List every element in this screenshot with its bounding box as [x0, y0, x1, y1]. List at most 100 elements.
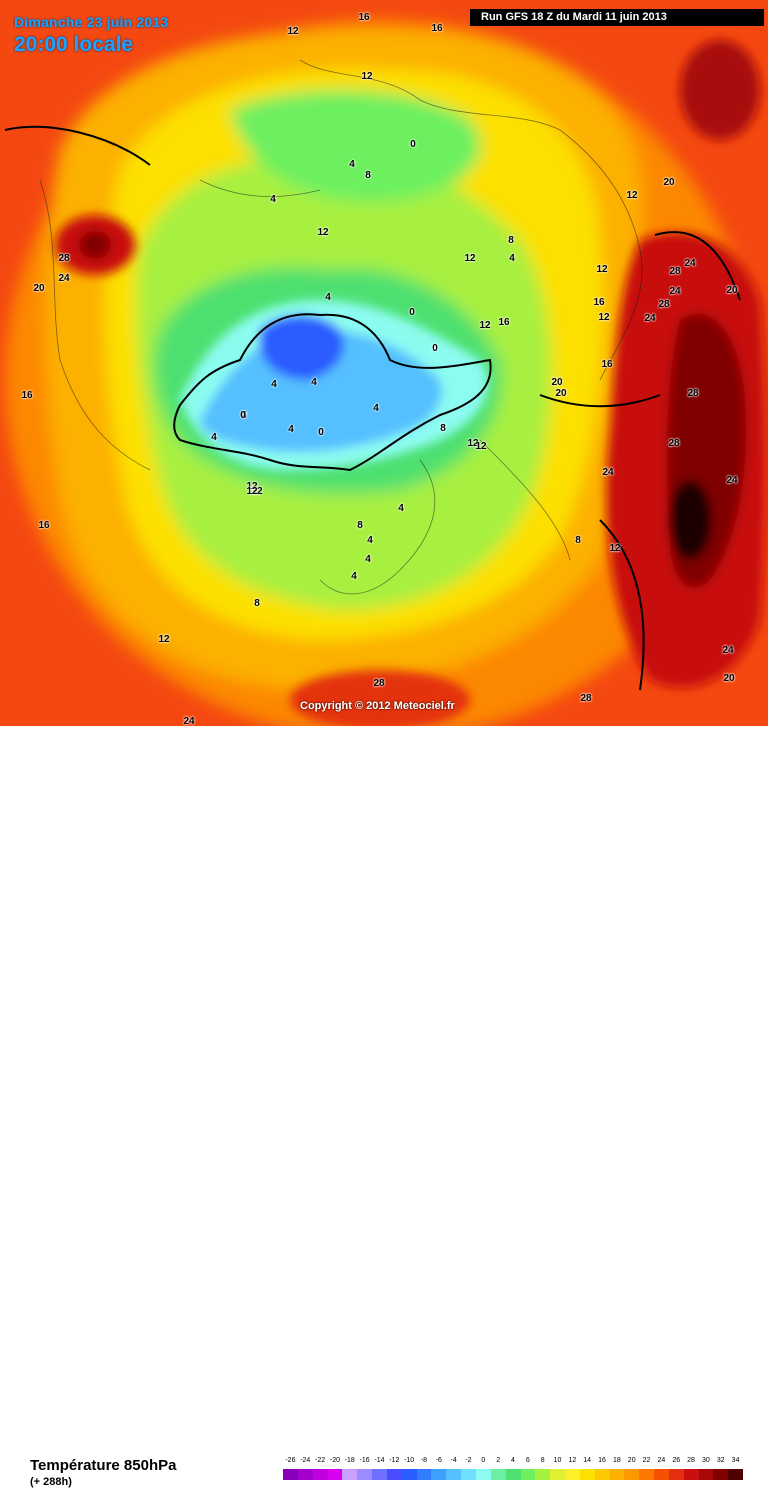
contour-label: 20: [726, 285, 738, 296]
contour-label: 20: [663, 177, 675, 188]
scale-swatch: [609, 1469, 625, 1480]
scale-tick-label: 22: [642, 1457, 651, 1464]
zero-isotherm: [173, 313, 492, 472]
scale-tick-label: 10: [553, 1457, 562, 1464]
contour-label: 8: [575, 535, 581, 546]
contour-label: 16: [498, 317, 510, 328]
scale-swatch: [535, 1469, 551, 1480]
contour-label: 4: [271, 379, 277, 390]
scale-tick-label: -2: [465, 1457, 472, 1464]
contour-label: 8: [508, 235, 514, 246]
contour-label: 8: [440, 423, 446, 434]
contour-label: 8: [254, 598, 260, 609]
scale-tick-label: -10: [404, 1457, 415, 1464]
contour-label: 28: [658, 299, 670, 310]
scale-tick-label: -4: [450, 1457, 457, 1464]
contour-label: 4: [509, 253, 515, 264]
scale-swatch: [713, 1469, 729, 1480]
scale-ticks: -26 -24 -22 -20 -18 -16 -14 -12 -10 -8 -6 -4 -2 0 2 4 6 8…: [283, 1457, 743, 1469]
contour-label: 4: [365, 554, 371, 565]
contour-label: 24: [726, 475, 738, 486]
contour-label: 0: [318, 427, 324, 438]
scale-tick-label: 6: [525, 1457, 530, 1464]
contour-label: 28: [580, 693, 592, 704]
green-north-blob: [230, 90, 481, 202]
contour-label: 28: [669, 266, 681, 277]
scale-swatch: [297, 1469, 313, 1480]
scale-swatch: [327, 1469, 343, 1480]
contour-label: 12: [464, 253, 476, 264]
scale-swatch: [565, 1469, 580, 1480]
temperature-map: Dimanche 23 juin 2013 20:00 locale Run G…: [0, 0, 768, 726]
contour-label: 20: [555, 388, 567, 399]
scale-swatch: [431, 1469, 447, 1480]
scale-tick-label: -12: [389, 1457, 400, 1464]
contour-label: 0: [410, 139, 416, 150]
scale-swatch: [550, 1469, 566, 1480]
scale-swatch: [386, 1469, 402, 1480]
map-canvas: [0, 0, 768, 726]
scale-tick-label: 32: [716, 1457, 725, 1464]
contour-label: 20: [551, 377, 563, 388]
scale-tick-label: -24: [300, 1457, 311, 1464]
contour-label: 24: [58, 273, 70, 284]
scale-tick-label: 12: [568, 1457, 577, 1464]
scale-tick-label: -6: [435, 1457, 442, 1464]
contour-label: 12: [479, 320, 491, 331]
scale-swatch: [401, 1469, 417, 1480]
scale-swatch: [683, 1469, 699, 1480]
contour-label: 12: [609, 543, 621, 554]
contour-label: 4: [211, 432, 217, 443]
scale-swatch: [312, 1469, 328, 1480]
south-hot: [290, 670, 470, 726]
contour-label: 8: [357, 520, 363, 531]
scale-tick-label: 14: [583, 1457, 592, 1464]
contour-label: 12: [626, 190, 638, 201]
scale-swatch: [728, 1469, 744, 1480]
contour-label: 4: [373, 403, 379, 414]
coastlines: [39, 59, 643, 595]
scale-tick-label: 26: [672, 1457, 681, 1464]
contour-label: 4: [398, 503, 404, 514]
scale-tick-label: 2: [496, 1457, 501, 1464]
contour-label: 12: [598, 312, 610, 323]
scale-swatch: [505, 1469, 521, 1480]
scale-tick-label: -18: [344, 1457, 355, 1464]
scale-tick-label: 20: [627, 1457, 636, 1464]
contour-label: 12: [317, 227, 329, 238]
contour-label: 4: [241, 410, 247, 421]
contour-label: 0: [409, 307, 415, 318]
contour-label: 24: [602, 467, 614, 478]
scale-tick-label: 34: [731, 1457, 740, 1464]
contour-label: 8: [365, 170, 371, 181]
scale-swatch: [416, 1469, 432, 1480]
scale-swatch: [372, 1469, 387, 1480]
america-hot-core: [79, 231, 111, 259]
contour-label: 0: [432, 343, 438, 354]
twenty-isotherm-ne: [654, 231, 741, 301]
scale-tick-label: -22: [315, 1457, 326, 1464]
scale-swatch: [475, 1469, 491, 1480]
map-date: Dimanche 23 juin 2013: [14, 14, 169, 30]
contour-label: 16: [21, 390, 33, 401]
contour-label: 20: [33, 283, 45, 294]
scale-tick-label: -26: [285, 1457, 296, 1464]
contour-label: 12: [596, 264, 608, 275]
contour-label: 28: [373, 678, 385, 689]
contour-label: 4: [367, 535, 373, 546]
forecast-hour: (+ 288h): [30, 1476, 72, 1488]
contour-label: 12: [251, 486, 263, 497]
scale-tick-label: 8: [540, 1457, 545, 1464]
scale-tick-label: 0: [481, 1457, 486, 1464]
asia-hottest-core: [668, 480, 712, 560]
scale-swatch: [579, 1469, 595, 1480]
scale-tick-label: 18: [612, 1457, 621, 1464]
contour-label: 24: [684, 258, 696, 269]
scale-tick-label: -8: [420, 1457, 428, 1464]
contour-label: 4: [311, 377, 317, 388]
contour-label: 12: [361, 71, 373, 82]
twenty-isotherm-west: [4, 125, 151, 166]
northeast-hot: [680, 40, 760, 140]
scale-swatch: [357, 1469, 373, 1480]
scale-tick-label: 24: [657, 1457, 666, 1464]
